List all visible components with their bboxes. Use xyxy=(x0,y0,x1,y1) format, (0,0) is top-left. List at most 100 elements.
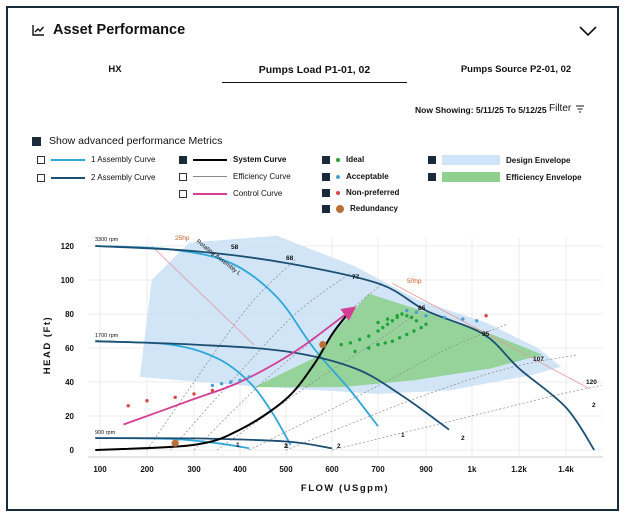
legend-acceptable[interactable]: Acceptable xyxy=(322,172,389,181)
nonpreferred-point xyxy=(210,388,215,393)
legend-nonpreferred[interactable]: Non-preferred xyxy=(322,188,399,197)
advanced-metrics-checkbox[interactable] xyxy=(32,136,41,146)
checkbox[interactable] xyxy=(322,155,330,164)
y-tick-label: 0 xyxy=(70,446,75,455)
ideal-point xyxy=(400,312,404,316)
filter-button[interactable]: Filter xyxy=(549,103,585,114)
y-tick-label: 80 xyxy=(65,310,74,319)
ideal-point xyxy=(385,322,390,326)
legend-assembly-1[interactable]: 1 Assembly Curve xyxy=(37,155,155,164)
acceptable-point xyxy=(414,310,419,314)
acceptable-point xyxy=(210,383,215,388)
legend-label: Efficiency Curve xyxy=(233,172,291,181)
efficiency-label: 86 xyxy=(418,305,426,312)
2-assembly-curve xyxy=(95,437,333,450)
ideal-point xyxy=(376,329,380,333)
acceptable-point xyxy=(219,382,224,386)
checkbox[interactable] xyxy=(428,173,436,181)
acceptable-point xyxy=(405,308,409,313)
legend-label: Acceptable xyxy=(346,172,389,181)
y-axis-title: HEAD (Ft) xyxy=(42,316,53,374)
ideal-point xyxy=(412,329,416,333)
date-range-text: Now Showing: 5/11/25 To 5/12/25 xyxy=(415,105,547,115)
tab-pumps-source[interactable]: Pumps Source P2-01, 02 xyxy=(460,64,572,75)
efficiency-curve xyxy=(331,385,602,451)
ideal-point xyxy=(367,346,371,350)
legend-efficiency-curve[interactable]: Efficiency Curve xyxy=(179,172,291,181)
x-tick-label: 100 xyxy=(93,465,107,474)
nonpreferred-point xyxy=(126,404,130,408)
tab-bar: HX Pumps Load P1-01, 02 Pumps Source P2-… xyxy=(32,58,598,84)
redundancy-point xyxy=(319,341,327,349)
legend-label: Non-preferred xyxy=(346,188,400,197)
power-line-25hp xyxy=(151,245,255,345)
legend-swatch xyxy=(193,176,227,177)
ideal-point xyxy=(419,325,423,330)
checkbox[interactable] xyxy=(37,155,45,164)
advanced-metrics-toggle[interactable]: Show advanced performance Metrics xyxy=(32,135,222,147)
legend-assembly-2[interactable]: 2 Assembly Curve xyxy=(37,173,155,182)
chevron-down-icon[interactable] xyxy=(578,25,598,37)
curve-end-label: 2 xyxy=(461,435,465,442)
y-tick-label: 40 xyxy=(65,378,74,387)
efficiency-label: 107 xyxy=(533,356,544,363)
legend-swatch xyxy=(193,192,227,195)
x-tick-label: 300 xyxy=(187,465,201,474)
ideal-point xyxy=(367,334,371,338)
efficiency-label: 58 xyxy=(231,244,239,251)
legend-system-curve[interactable]: System Curve xyxy=(179,155,286,164)
x-tick-label: 1.4k xyxy=(558,465,574,474)
speed-label: 900 rpm xyxy=(95,430,116,436)
2-assembly-curve xyxy=(95,340,450,431)
legend-design-envelope[interactable]: Design Envelope xyxy=(428,155,570,165)
checkbox[interactable] xyxy=(179,155,187,164)
efficiency-label: 77 xyxy=(352,274,360,281)
legend-dot xyxy=(336,157,340,162)
checkbox[interactable] xyxy=(428,156,436,164)
nonpreferred-point xyxy=(173,395,177,399)
legend-label: Redundancy xyxy=(350,204,399,213)
acceptable-point xyxy=(238,378,242,382)
efficiency-curve xyxy=(146,259,296,451)
checkbox[interactable] xyxy=(37,173,45,182)
ideal-point xyxy=(390,339,395,343)
legend-control-curve[interactable]: Control Curve xyxy=(179,189,282,198)
legend-label: Control Curve xyxy=(233,189,283,198)
panel-header: Asset Performance xyxy=(32,22,185,38)
ideal-point xyxy=(376,320,380,325)
x-tick-label: 400 xyxy=(233,465,247,474)
legend-efficiency-envelope[interactable]: Efficiency Envelope xyxy=(428,172,582,182)
ideal-point xyxy=(376,342,380,347)
curve-end-label: 1 xyxy=(285,443,289,450)
x-tick-label: 700 xyxy=(371,465,385,474)
curve-end-label: 2 xyxy=(284,443,288,450)
x-tick-label: 900 xyxy=(419,465,433,474)
ideal-point xyxy=(383,341,387,345)
efficiency-curves xyxy=(146,245,602,451)
checkbox[interactable] xyxy=(179,189,187,198)
acceptable-point xyxy=(461,317,465,321)
checkbox[interactable] xyxy=(322,172,330,181)
ideal-point xyxy=(397,336,402,340)
legend-swatch xyxy=(193,158,227,161)
line-chart-icon xyxy=(32,25,45,36)
nonpreferred-point xyxy=(145,399,149,403)
ideal-point xyxy=(395,314,399,318)
checkbox[interactable] xyxy=(322,188,330,197)
acceptable-point xyxy=(475,319,479,323)
tab-pumps-load[interactable]: Pumps Load P1-01, 02 xyxy=(222,58,407,83)
x-axis-title: FLOW (USgpm) xyxy=(301,483,389,494)
checkbox[interactable] xyxy=(179,172,187,181)
curve-end-label: 1 xyxy=(401,432,405,439)
speed-label: 1700 rpm xyxy=(95,333,119,339)
efficiency-curve xyxy=(249,323,508,451)
legend-ideal[interactable]: Ideal xyxy=(322,155,364,164)
ideal-point xyxy=(390,319,395,323)
legend-redundancy[interactable]: Redundancy xyxy=(322,204,398,213)
y-tick-label: 60 xyxy=(65,344,74,353)
tab-hx[interactable]: HX xyxy=(108,64,122,75)
axes: 100 200 300 400 500 600 700 900 1k 1.2k 1.4k 0 20 40 6… xyxy=(42,242,603,494)
checkbox[interactable] xyxy=(322,204,330,213)
acceptable-point xyxy=(424,314,428,318)
redundancy-point xyxy=(171,439,179,447)
